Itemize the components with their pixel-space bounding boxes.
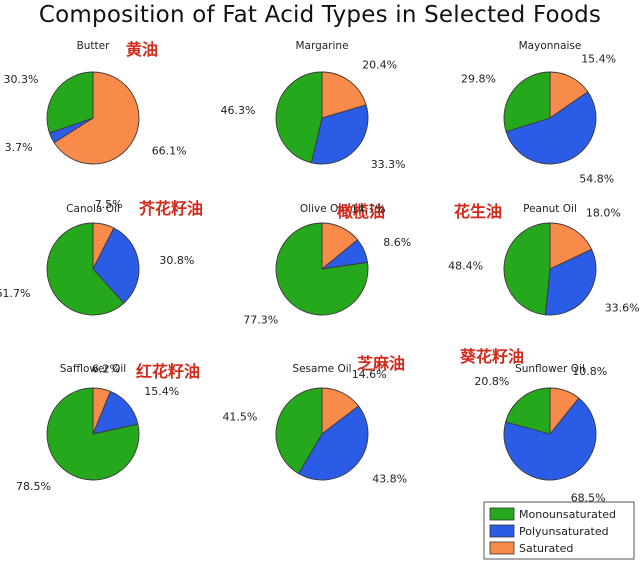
chart-title: Composition of Fat Acid Types in Selecte…: [38, 2, 602, 28]
data-label-canola-oil-monounsaturated: 61.7%: [0, 287, 31, 300]
data-label-peanut-oil-polyunsaturated: 33.6%: [605, 302, 640, 315]
data-label-mayonnaise-monounsaturated: 29.8%: [461, 72, 496, 85]
pie-title-canola-oil: Canola Oil: [66, 203, 120, 215]
legend-label-monounsaturated: Monounsaturated: [519, 508, 616, 521]
pie-title-olive-oil: Olive Oil: [300, 203, 344, 215]
data-label-peanut-oil-saturated: 18.0%: [586, 206, 621, 219]
pie-slice-olive-oil-monounsaturated: [275, 222, 369, 316]
chinese-label-sesame-oil: 芝麻油: [357, 354, 405, 373]
chinese-label-butter: 黄油: [126, 40, 158, 59]
data-label-margarine-saturated: 20.4%: [362, 58, 397, 71]
data-label-sesame-oil-saturated: 14.6%: [352, 368, 387, 381]
data-label-butter-monounsaturated: 30.3%: [4, 73, 39, 86]
data-label-margarine-polyunsaturated: 33.3%: [371, 158, 406, 171]
pie-slice-peanut-oil-saturated: [549, 222, 593, 270]
pie-title-peanut-oil: Peanut Oil: [523, 203, 577, 215]
legend-swatch-monounsaturated: [489, 507, 515, 521]
data-label-safflower-oil-saturated: 6.2%: [92, 362, 120, 375]
chinese-label-canola-oil: 芥花籽油: [139, 199, 203, 218]
chinese-label-sunflower-oil: 葵花籽油: [460, 347, 524, 366]
pie-canola-oil: Canola Oil 芥花籽油 7.5% 30.8% 61.7%: [0, 198, 203, 316]
data-label-mayonnaise-polyunsaturated: 54.8%: [579, 172, 614, 185]
pie-slice-margarine-saturated: [321, 71, 367, 119]
pie-slice-sunflower-oil-monounsaturated: [505, 387, 551, 435]
data-label-olive-oil-monounsaturated: 77.3%: [243, 314, 278, 327]
data-label-safflower-oil-polyunsaturated: 15.4%: [144, 385, 179, 398]
chinese-label-safflower-oil: 红花籽油: [136, 362, 200, 381]
pie-slice-butter-monounsaturated: [46, 71, 94, 134]
pie-slice-margarine-polyunsaturated: [310, 104, 369, 165]
pie-slice-peanut-oil-monounsaturated: [503, 222, 551, 316]
data-label-canola-oil-polyunsaturated: 30.8%: [159, 254, 194, 267]
data-label-olive-oil-saturated: 14.1%: [351, 203, 386, 216]
pie-slice-margarine-monounsaturated: [275, 71, 323, 164]
data-label-sesame-oil-monounsaturated: 41.5%: [222, 410, 257, 423]
pie-slice-sunflower-oil-polyunsaturated: [503, 397, 597, 481]
data-label-mayonnaise-saturated: 15.4%: [581, 53, 616, 66]
legend-swatch-saturated: [489, 541, 515, 555]
pie-slice-butter-saturated: [53, 71, 140, 165]
pie-title-mayonnaise: Mayonnaise: [519, 40, 582, 52]
pie-slice-sesame-oil-polyunsaturated: [298, 405, 369, 481]
pie-slice-mayonnaise-monounsaturated: [503, 71, 551, 133]
chinese-label-olive-oil: 橄榄油: [337, 202, 385, 221]
data-label-margarine-monounsaturated: 46.3%: [221, 104, 256, 117]
pie-margarine: Margarine 20.4% 33.3% 46.3%: [221, 40, 406, 171]
pie-title-sesame-oil: Sesame Oil: [292, 363, 351, 375]
data-label-peanut-oil-monounsaturated: 48.4%: [448, 260, 483, 273]
data-label-butter-polyunsaturated: 3.7%: [5, 141, 33, 154]
pie-slice-safflower-oil-monounsaturated: [46, 387, 140, 481]
pie-safflower-oil: Safflower Oil 红花籽油 6.2% 15.4% 78.5%: [16, 362, 200, 493]
data-label-sunflower-oil-saturated: 10.8%: [572, 365, 607, 378]
data-label-sesame-oil-polyunsaturated: 43.8%: [372, 472, 407, 485]
data-label-butter-saturated: 66.1%: [152, 144, 187, 157]
data-label-sunflower-oil-monounsaturated: 20.8%: [474, 375, 509, 388]
data-label-canola-oil-saturated: 7.5%: [95, 198, 123, 211]
data-label-safflower-oil-monounsaturated: 78.5%: [16, 480, 51, 493]
pie-slice-canola-oil-polyunsaturated: [92, 227, 140, 304]
pie-title-margarine: Margarine: [295, 40, 348, 52]
data-label-sunflower-oil-polyunsaturated: 68.5%: [571, 492, 606, 505]
chinese-label-peanut-oil: 花生油: [454, 202, 502, 221]
pie-slice-peanut-oil-polyunsaturated: [544, 248, 597, 316]
legend: Monounsaturated Polyunsaturated Saturated: [483, 501, 635, 560]
legend-label-saturated: Saturated: [519, 542, 573, 555]
pie-slice-canola-oil-monounsaturated: [46, 222, 125, 316]
pie-title-safflower-oil: Safflower Oil: [60, 363, 126, 375]
pie-slice-sesame-oil-monounsaturated: [275, 387, 323, 475]
pie-title-sunflower-oil: Sunflower Oil: [515, 363, 585, 375]
pie-title-butter: Butter: [77, 40, 111, 52]
legend-label-polyunsaturated: Polyunsaturated: [519, 525, 609, 538]
data-label-olive-oil-polyunsaturated: 8.6%: [383, 236, 411, 249]
pie-butter: Butter 黄油 66.1% 3.7% 30.3%: [4, 40, 187, 165]
pie-slice-mayonnaise-polyunsaturated: [505, 91, 597, 165]
pie-peanut-oil: Peanut Oil 花生油 18.0% 33.6% 48.4%: [448, 202, 640, 316]
legend-swatch-polyunsaturated: [489, 524, 515, 538]
